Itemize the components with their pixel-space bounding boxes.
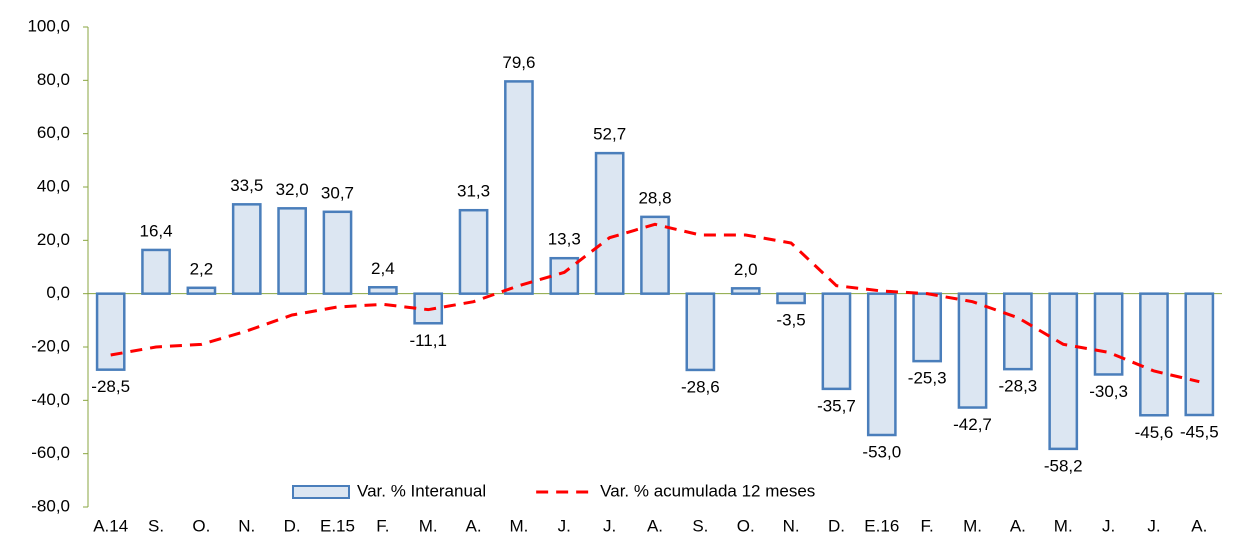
bar <box>367 286 398 295</box>
data-label: -11,1 <box>409 331 447 350</box>
data-label: 79,6 <box>502 53 535 72</box>
x-tick-label: A.14 <box>93 516 128 535</box>
bar <box>957 292 988 409</box>
x-tick-label: J. <box>1102 516 1115 535</box>
data-label: -45,6 <box>1135 423 1174 442</box>
legend-swatch <box>292 485 350 499</box>
bar <box>866 292 897 437</box>
data-label: 32,0 <box>276 180 309 199</box>
bar <box>1139 292 1169 417</box>
x-tick-label: E.16 <box>864 516 899 535</box>
bar <box>1003 292 1033 371</box>
data-label: 28,8 <box>638 188 671 207</box>
data-label: 2,0 <box>734 260 758 279</box>
x-tick-label: E.15 <box>320 516 355 535</box>
bar <box>640 215 670 295</box>
bar <box>322 210 353 295</box>
x-tick-label: S. <box>692 516 708 535</box>
x-tick-label: D. <box>828 516 845 535</box>
x-tick-label: O. <box>737 516 755 535</box>
x-tick-label: J. <box>558 516 571 535</box>
legend-label: Var. % acumulada 12 meses <box>600 481 815 500</box>
x-tick-label: M. <box>509 516 528 535</box>
x-tick-label: A. <box>466 516 482 535</box>
x-tick-label: A. <box>1010 516 1026 535</box>
data-label: 30,7 <box>321 183 354 202</box>
bar <box>730 287 761 295</box>
data-label: -30,3 <box>1089 382 1128 401</box>
bar <box>821 292 852 391</box>
x-tick-label: J. <box>603 516 616 535</box>
bar <box>141 248 171 295</box>
bar <box>231 203 262 295</box>
data-label: 31,3 <box>457 182 490 201</box>
data-label: 16,4 <box>139 221 172 240</box>
bar <box>549 256 580 295</box>
data-label: 52,7 <box>593 125 626 144</box>
data-label: -28,5 <box>91 377 130 396</box>
y-tick-label: 20,0 <box>37 230 70 249</box>
bar <box>1184 292 1215 417</box>
bar <box>95 292 126 371</box>
x-tick-label: D. <box>284 516 301 535</box>
x-tick-label: F. <box>376 516 389 535</box>
y-tick-label: -80,0 <box>31 496 70 515</box>
data-label: -53,0 <box>862 442 901 461</box>
bar <box>594 151 625 295</box>
y-tick-label: 60,0 <box>37 123 70 142</box>
data-label: -35,7 <box>817 396 856 415</box>
x-tick-label: F. <box>921 516 934 535</box>
data-label: -25,3 <box>908 369 947 388</box>
x-tick-label: A. <box>647 516 663 535</box>
x-tick-label: M. <box>1054 516 1073 535</box>
y-tick-label: -40,0 <box>31 390 70 409</box>
x-tick-label: O. <box>192 516 210 535</box>
y-tick-label: 100,0 <box>27 16 70 35</box>
data-label: -58,2 <box>1044 456 1083 475</box>
data-label: 2,2 <box>190 259 214 278</box>
data-label: 33,5 <box>230 176 263 195</box>
x-tick-label: A. <box>1191 516 1207 535</box>
y-tick-label: -60,0 <box>31 443 70 462</box>
data-label: -45,5 <box>1180 422 1219 441</box>
bar <box>458 208 489 295</box>
x-tick-label: M. <box>963 516 982 535</box>
x-tick-label: N. <box>783 516 800 535</box>
y-tick-label: 0,0 <box>46 283 70 302</box>
legend-label: Var. % Interanual <box>357 481 486 500</box>
data-label: -28,6 <box>681 377 720 396</box>
y-tick-label: -20,0 <box>31 336 70 355</box>
data-label: -28,3 <box>999 377 1038 396</box>
x-tick-label: S. <box>148 516 164 535</box>
bar <box>186 286 217 295</box>
bar <box>277 207 307 295</box>
bar <box>504 80 534 295</box>
data-label: -42,7 <box>953 415 992 434</box>
data-label: 13,3 <box>548 230 581 249</box>
data-label: -3,5 <box>776 310 805 329</box>
bar <box>912 292 943 363</box>
y-tick-label: 80,0 <box>37 70 70 89</box>
line <box>110 222 1200 384</box>
bar <box>1048 292 1079 451</box>
bar <box>685 292 716 372</box>
x-tick-label: N. <box>238 516 255 535</box>
y-tick-label: 40,0 <box>37 176 70 195</box>
bar <box>1093 292 1124 376</box>
data-label: 2,4 <box>371 259 395 278</box>
x-tick-label: M. <box>419 516 438 535</box>
x-tick-label: J. <box>1147 516 1160 535</box>
bar <box>776 292 806 305</box>
